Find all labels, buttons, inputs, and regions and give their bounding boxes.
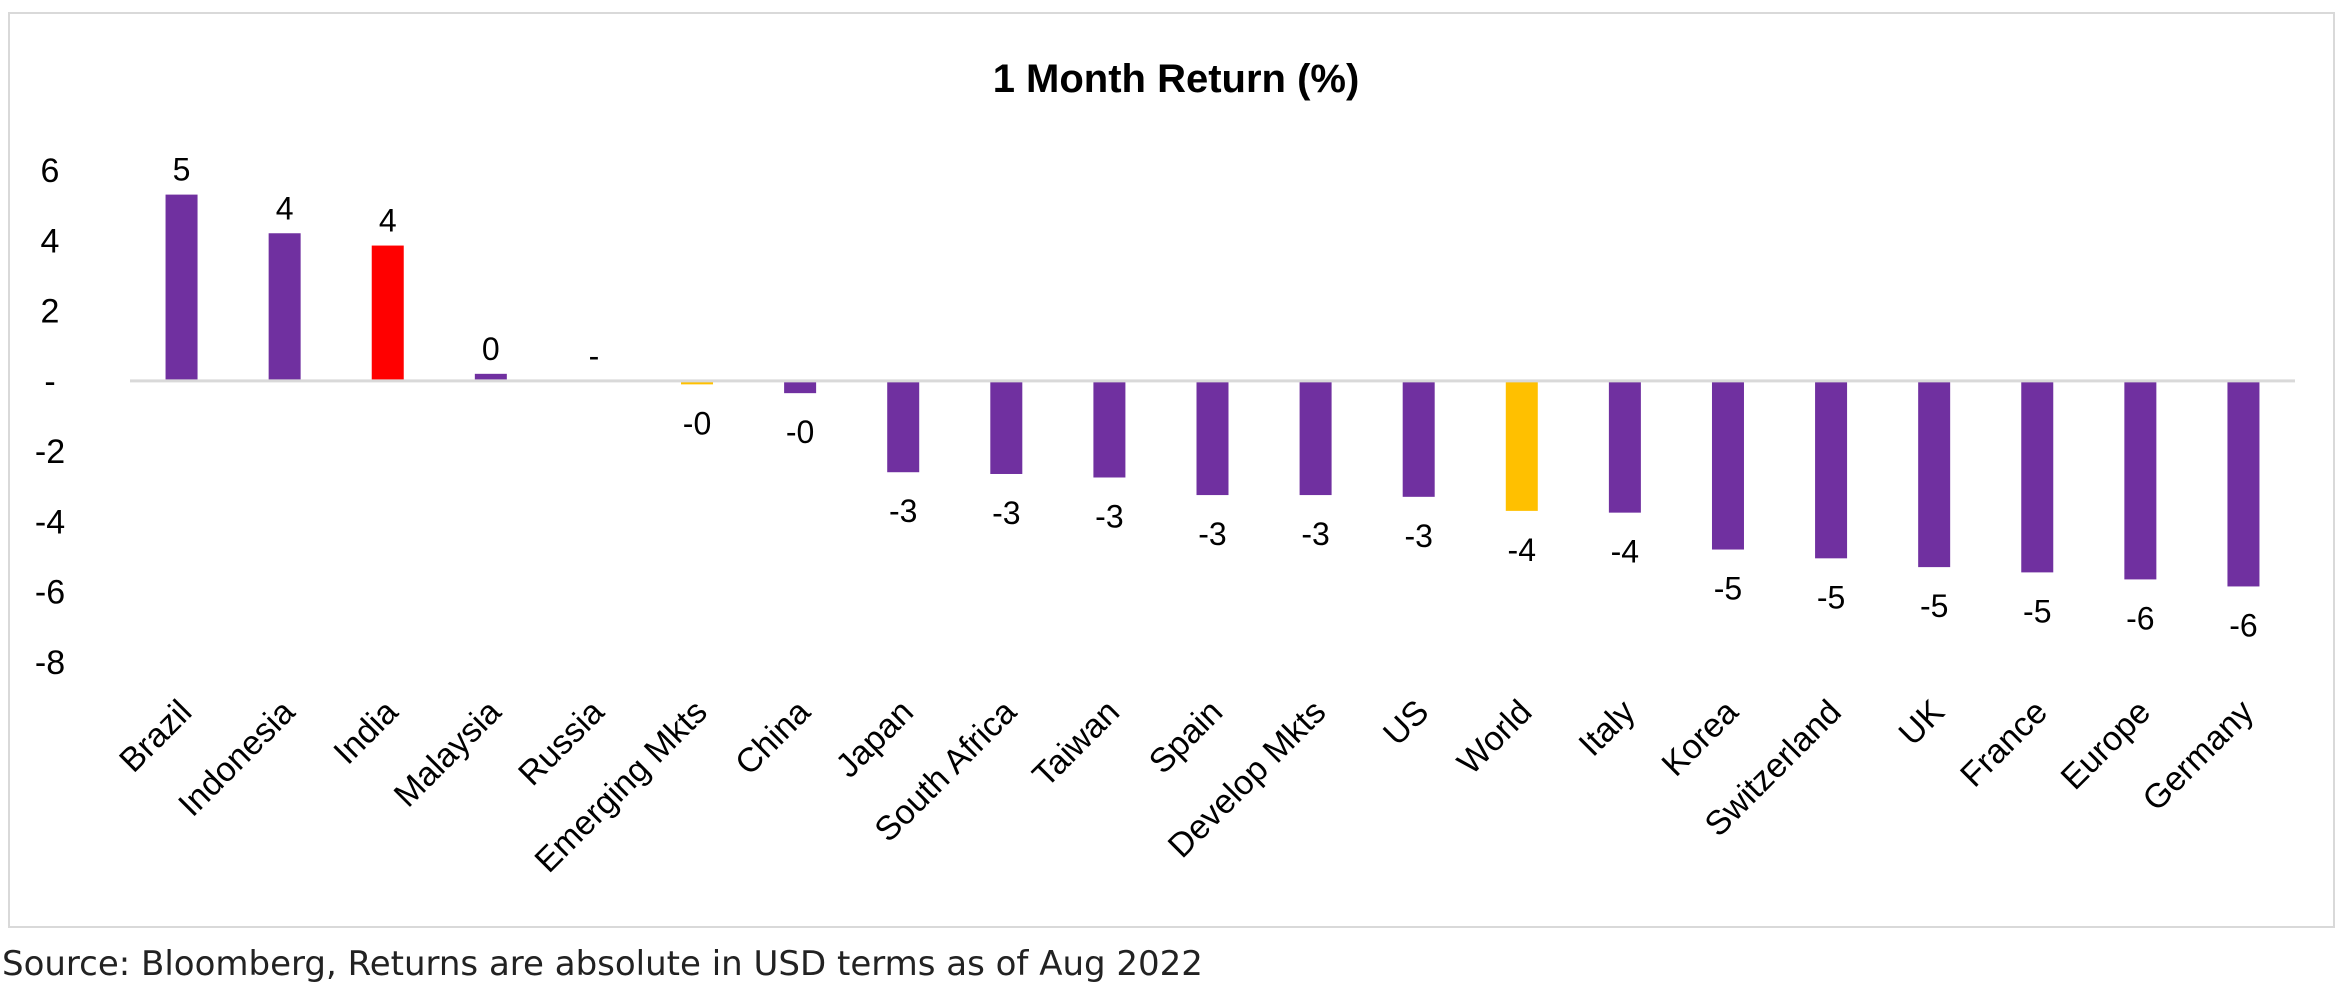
bar-series (165, 194, 2260, 587)
bar-malaysia (474, 373, 507, 381)
bar-develop-mkts (1299, 380, 1332, 496)
bar-uk (1918, 380, 1951, 568)
data-label: 0 (482, 331, 500, 367)
bar-switzerland (1815, 380, 1848, 559)
bar-world (1505, 380, 1538, 511)
source-note: Source: Bloomberg, Returns are absolute … (2, 944, 1203, 984)
chart-frame: 1 Month Return (%) 6 4 2 - -2 -4 -6 -8 5 4 4 0 - -0 -… (8, 12, 2335, 928)
bar-europe (2124, 380, 2157, 580)
bar-japan (887, 380, 920, 473)
y-tick-label: -4 (35, 503, 65, 541)
bar-south-africa (990, 380, 1023, 474)
y-tick-label: 4 (41, 222, 60, 260)
x-tick-label: UK (1892, 693, 1952, 753)
data-label: -5 (1817, 579, 1845, 615)
y-axis: 6 4 2 - -2 -4 -6 -8 (35, 152, 65, 682)
y-tick-label: 2 (41, 293, 60, 331)
bar-emerging-mkts (681, 380, 714, 385)
x-tick-label: Germany (2135, 693, 2261, 819)
data-label: -6 (2229, 607, 2257, 643)
data-label: -4 (1611, 534, 1639, 570)
x-tick-label: Europe (2054, 693, 2158, 797)
y-tick-label: 6 (41, 152, 60, 190)
data-label: -0 (786, 414, 814, 450)
bar-us (1402, 380, 1435, 497)
bar-korea (1711, 380, 1744, 550)
data-label: -3 (1404, 518, 1432, 554)
bar-india (371, 245, 404, 381)
x-tick-label: Russia (511, 693, 611, 793)
x-tick-label: Korea (1655, 693, 1746, 784)
data-label: -5 (1714, 571, 1742, 607)
y-tick-label: -6 (35, 574, 65, 612)
x-tick-label: Italy (1572, 693, 1643, 764)
y-tick-label: - (44, 363, 55, 401)
data-label: 4 (276, 190, 294, 226)
x-tick-label: Japan (828, 693, 920, 785)
x-tick-label: Brazil (112, 693, 199, 780)
bar-italy (1608, 380, 1641, 513)
x-tick-label: France (1953, 693, 2055, 795)
data-label: -3 (1095, 499, 1123, 535)
bar-france (2021, 380, 2054, 573)
data-label: -0 (683, 405, 711, 441)
data-label: 5 (173, 152, 191, 188)
bar-spain (1196, 380, 1229, 496)
data-label: 4 (379, 203, 397, 239)
y-tick-label: -8 (35, 644, 65, 682)
data-labels: 5 4 4 0 - -0 -0 -3 -3 -3 -3 -3 -3 -4 -4 -5 -5 -5 -5 -6 -6 (173, 152, 2258, 644)
y-tick-label: -2 (35, 433, 65, 471)
data-label: -4 (1508, 532, 1536, 568)
data-label: -6 (2126, 600, 2154, 636)
chart-title: 1 Month Return (%) (993, 57, 1360, 101)
x-tick-label: China (728, 693, 818, 783)
data-label: -3 (1301, 516, 1329, 552)
bar-germany (2227, 380, 2260, 587)
data-label: - (589, 338, 600, 374)
data-label: -3 (889, 493, 917, 529)
x-tick-label: US (1376, 693, 1436, 753)
x-tick-label: India (326, 693, 405, 772)
bar-taiwan (1093, 380, 1126, 478)
data-label: -3 (1198, 516, 1226, 552)
bar-indonesia (268, 233, 301, 381)
data-label: -5 (2023, 593, 2051, 629)
x-tick-label: Spain (1142, 693, 1230, 781)
data-label: -5 (1920, 588, 1948, 624)
x-tick-label: World (1450, 693, 1539, 782)
bar-brazil (165, 194, 198, 381)
bar-chart: 1 Month Return (%) 6 4 2 - -2 -4 -6 -8 5 4 4 0 - -0 -… (35, 57, 2295, 880)
x-tick-label: Taiwan (1025, 693, 1127, 795)
x-tick-label: Malaysia (387, 693, 509, 815)
data-label: -3 (992, 495, 1020, 531)
bar-china (784, 380, 817, 394)
